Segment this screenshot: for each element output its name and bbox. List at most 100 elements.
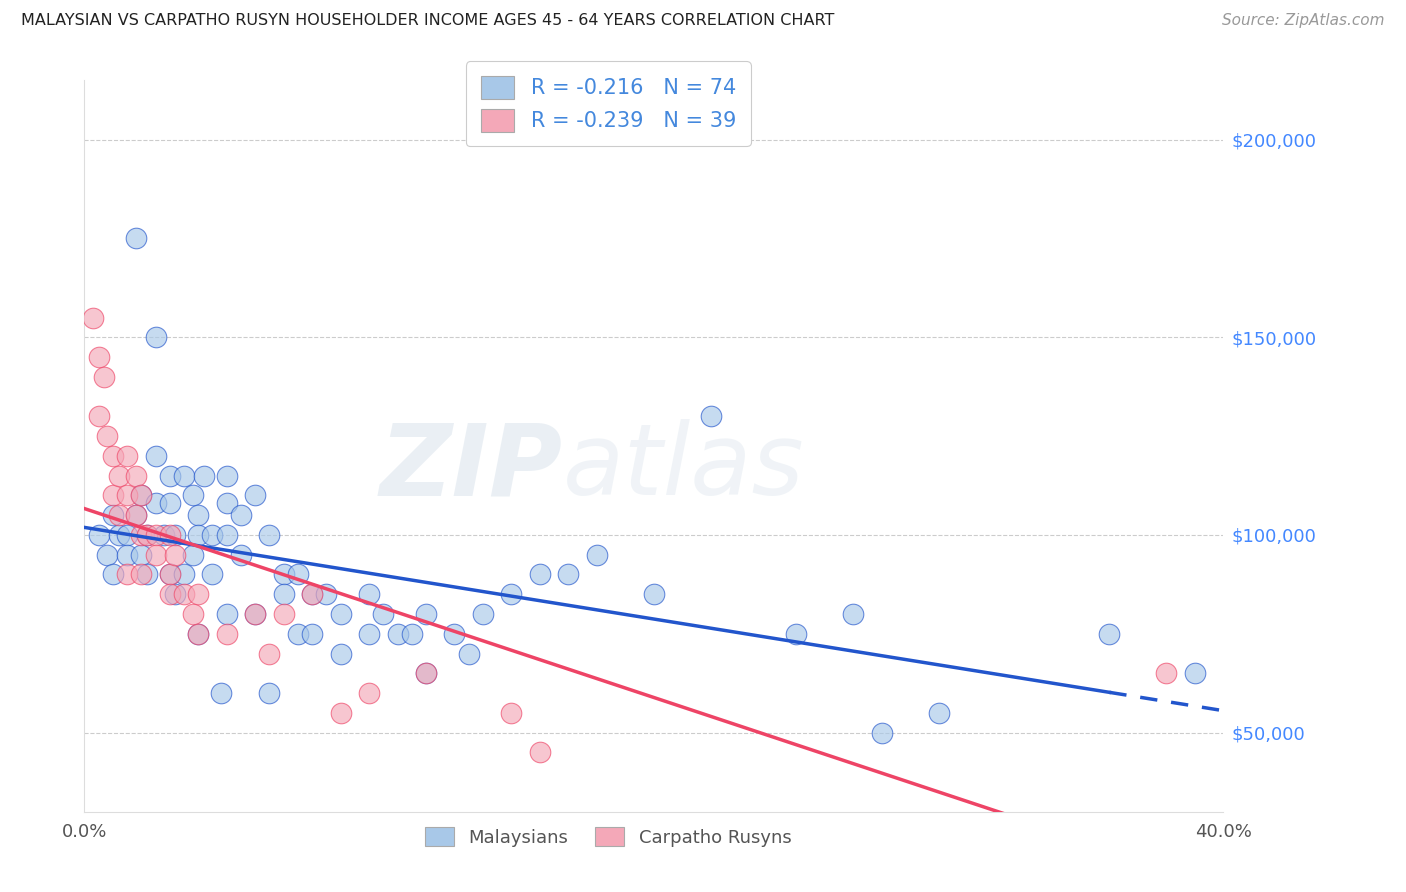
Point [245,607,267,621]
Point [501,706,523,720]
Point [329,647,352,661]
Point [215,607,238,621]
Point [93,369,115,384]
Text: Source: ZipAtlas.com: Source: ZipAtlas.com [1222,13,1385,29]
Point [165,587,187,601]
Point [173,567,195,582]
Point [215,627,238,641]
Point [187,627,209,641]
Point [359,627,381,641]
Point [387,627,409,641]
Point [131,567,153,582]
Point [107,468,129,483]
Point [201,567,224,582]
Point [359,686,381,700]
Point [259,686,281,700]
Point [928,706,950,720]
Point [245,607,267,621]
Point [187,627,209,641]
Point [181,548,204,562]
Point [415,666,437,681]
Point [193,468,215,483]
Point [329,607,352,621]
Point [301,587,323,601]
Point [159,567,181,582]
Point [124,508,146,523]
Point [273,587,295,601]
Text: atlas: atlas [562,419,804,516]
Point [329,706,352,720]
Point [870,725,893,739]
Point [287,567,309,582]
Point [96,548,118,562]
Point [115,548,138,562]
Point [472,607,495,621]
Point [101,488,124,502]
Point [273,607,295,621]
Point [586,548,609,562]
Legend: Malaysians, Carpatho Rusyns: Malaysians, Carpatho Rusyns [418,820,799,854]
Point [101,567,124,582]
Point [259,647,281,661]
Point [145,449,167,463]
Point [131,488,153,502]
Point [187,587,209,601]
Point [82,310,104,325]
Point [359,587,381,601]
Point [124,231,146,245]
Point [273,567,295,582]
Point [415,666,437,681]
Point [159,587,181,601]
Point [215,468,238,483]
Point [1098,627,1121,641]
Point [173,468,195,483]
Point [529,567,551,582]
Point [136,567,159,582]
Point [215,496,238,510]
Point [229,508,252,523]
Point [187,528,209,542]
Point [115,449,138,463]
Point [373,607,395,621]
Point [131,548,153,562]
Point [209,686,232,700]
Point [529,746,551,760]
Point [115,567,138,582]
Point [87,528,110,542]
Point [101,449,124,463]
Point [501,587,523,601]
Point [115,528,138,542]
Point [229,548,252,562]
Point [101,508,124,523]
Point [87,350,110,364]
Point [457,647,479,661]
Point [187,508,209,523]
Point [159,567,181,582]
Point [159,468,181,483]
Point [96,429,118,443]
Point [245,488,267,502]
Point [159,496,181,510]
Point [315,587,337,601]
Point [87,409,110,424]
Point [301,587,323,601]
Point [1184,666,1206,681]
Point [215,528,238,542]
Text: MALAYSIAN VS CARPATHO RUSYN HOUSEHOLDER INCOME AGES 45 - 64 YEARS CORRELATION CH: MALAYSIAN VS CARPATHO RUSYN HOUSEHOLDER … [21,13,835,29]
Point [107,528,129,542]
Point [159,528,181,542]
Point [145,528,167,542]
Point [401,627,423,641]
Point [131,488,153,502]
Point [131,528,153,542]
Point [165,548,187,562]
Point [700,409,723,424]
Point [181,488,204,502]
Point [301,627,323,641]
Point [145,330,167,344]
Point [287,627,309,641]
Point [842,607,865,621]
Point [124,468,146,483]
Point [415,607,437,621]
Point [1156,666,1178,681]
